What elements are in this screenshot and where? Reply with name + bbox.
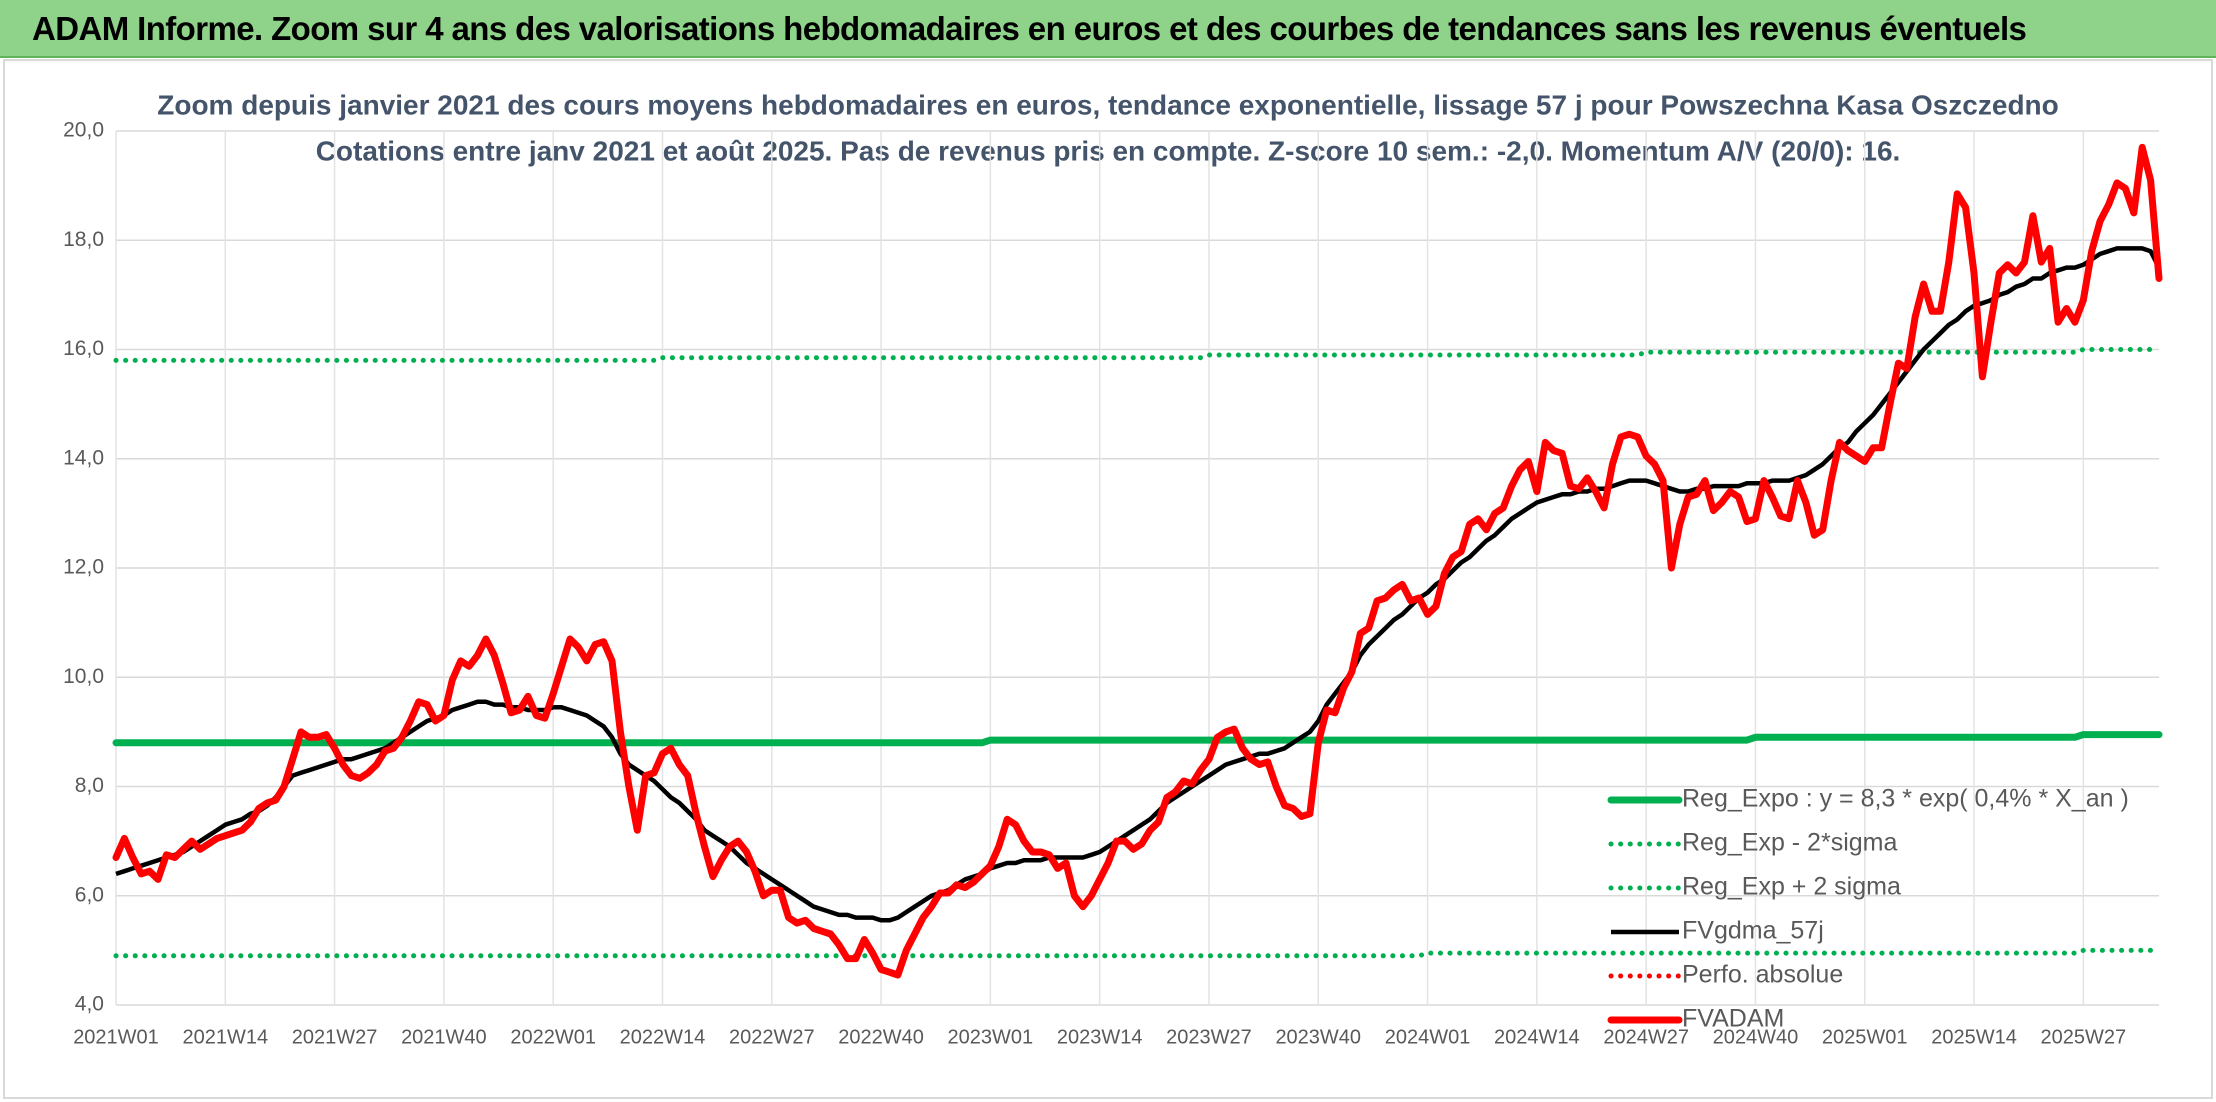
legend-label: Reg_Expo : y = 8,3 * exp( 0,4% * X_an )	[1682, 785, 2129, 813]
series-line	[112, 731, 2163, 747]
y-tick-label: 12,0	[63, 556, 104, 579]
grid	[115, 130, 2159, 1006]
x-tick-label: 2021W14	[182, 1026, 268, 1048]
axis-labels: 4,0 6,0 8,0 10,0 12,0 14,0 16,0 18,0 20,0 2021W01…	[63, 119, 2126, 1049]
x-tick-label: 2022W14	[620, 1026, 706, 1048]
x-tick-label: 2024W27	[1603, 1026, 1689, 1048]
legend: Reg_Expo : y = 8,3 * exp( 0,4% * X_an ) R…	[1607, 785, 2129, 1033]
y-tick-label: 6,0	[75, 883, 104, 906]
subtitle: Cotations entre janv 2021 et août 2025. …	[316, 135, 1901, 166]
y-tick-label: 20,0	[63, 119, 104, 142]
y-tick-label: 14,0	[63, 446, 104, 469]
y-tick-label: 10,0	[63, 665, 104, 688]
y-tick-label: 18,0	[63, 228, 104, 251]
x-tick-label: 2023W14	[1057, 1026, 1143, 1048]
legend-label: Reg_Exp + 2 sigma	[1682, 873, 1901, 901]
chart-frame	[3, 59, 2213, 1099]
y-tick-label: 8,0	[75, 774, 104, 797]
x-tick-label: 2022W27	[729, 1026, 815, 1048]
header-title: ADAM Informe. Zoom sur 4 ans des valoris…	[32, 10, 2027, 47]
series-line	[115, 246, 2162, 923]
x-tick-label: 2021W27	[292, 1026, 378, 1048]
x-tick-label: 2023W40	[1275, 1026, 1361, 1048]
x-tick-label: 2024W14	[1494, 1026, 1580, 1048]
y-tick-label: 16,0	[63, 337, 104, 360]
legend-label: FVgdma_57j	[1682, 917, 1824, 945]
x-tick-label: 2021W40	[401, 1026, 487, 1048]
subtitle: Zoom depuis janvier 2021 des cours moyen…	[157, 89, 2059, 120]
legend-label: Reg_Exp - 2*sigma	[1682, 829, 1897, 857]
legend-label: Perfo. absolue	[1682, 961, 1843, 989]
x-tick-label: 2021W01	[73, 1026, 159, 1048]
plot-lines	[112, 143, 2163, 979]
x-tick-label: 2022W01	[510, 1026, 596, 1048]
series-line	[112, 143, 2163, 979]
legend-label: FVADAM	[1682, 1005, 1784, 1033]
x-tick-label: 2025W01	[1822, 1026, 1908, 1048]
x-tick-label: 2023W01	[948, 1026, 1034, 1048]
x-tick-label: 2024W40	[1713, 1026, 1799, 1048]
x-tick-label: 2023W27	[1166, 1026, 1252, 1048]
y-tick-label: 4,0	[75, 993, 104, 1016]
chart: Zoom depuis janvier 2021 des cours moyen…	[3, 59, 2213, 1099]
x-tick-label: 2025W27	[2041, 1026, 2127, 1048]
x-tick-label: 2025W14	[1931, 1026, 2017, 1048]
header-bar: ADAM Informe. Zoom sur 4 ans des valoris…	[0, 0, 2216, 58]
x-tick-label: 2024W01	[1385, 1026, 1471, 1048]
x-tick-label: 2022W40	[838, 1026, 924, 1048]
